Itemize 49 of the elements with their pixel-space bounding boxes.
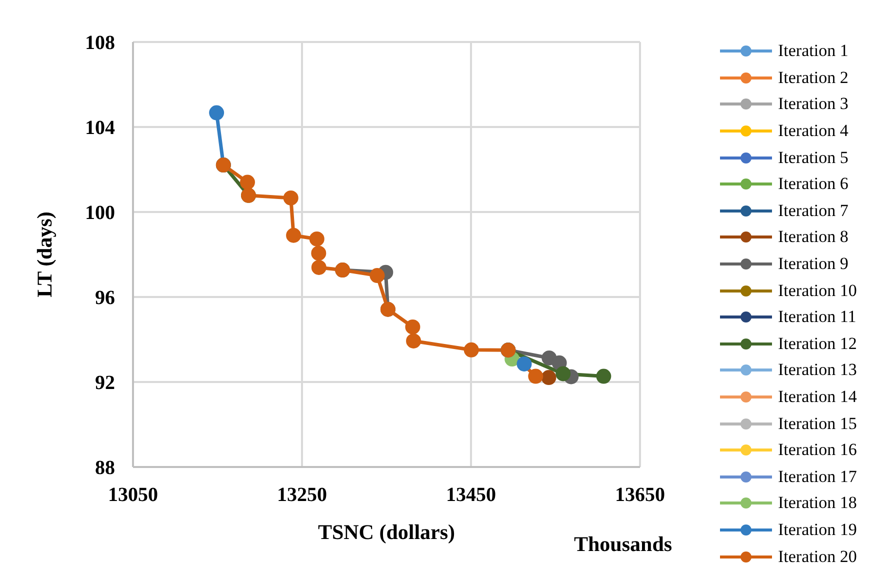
x-tick-label: 13250 — [277, 484, 327, 506]
legend-label: Iteration 4 — [778, 121, 848, 142]
point — [286, 228, 302, 243]
legend-label: Iteration 2 — [778, 68, 848, 88]
legend-label: Iteration 8 — [778, 227, 848, 248]
legend-label: Iteration 15 — [778, 414, 857, 434]
point — [240, 174, 255, 190]
y-tick-label: 88 — [95, 457, 115, 480]
y-tick-label: 108 — [85, 32, 115, 54]
point — [556, 366, 571, 382]
legend-label: Iteration 7 — [778, 200, 848, 221]
legend-label: Iteration 3 — [778, 94, 848, 114]
y-tick-label: 100 — [85, 202, 115, 224]
legend-label: Iteration 19 — [778, 520, 857, 540]
point — [309, 231, 324, 246]
x-tick-label: 13650 — [615, 484, 665, 506]
legend-label: Iteration 10 — [778, 280, 857, 301]
point — [516, 356, 532, 372]
point — [370, 268, 385, 284]
point — [541, 370, 556, 386]
point — [596, 368, 612, 384]
y-tick-label: 96 — [95, 287, 115, 310]
y-tick-label: 104 — [85, 117, 115, 140]
legend-label: Iteration 17 — [778, 466, 857, 487]
point — [528, 368, 544, 384]
point — [283, 190, 298, 206]
legend-label: Iteration 12 — [778, 334, 857, 354]
point — [209, 105, 224, 120]
x-axis-title: TSNC (dollars) — [318, 520, 456, 544]
legend-label: Iteration 5 — [778, 148, 848, 168]
y-axis-title: LT (days) — [32, 212, 56, 298]
point — [464, 342, 479, 358]
legend-label: Iteration 16 — [778, 440, 857, 460]
legend-label: Iteration 9 — [778, 254, 848, 274]
legend-label: Iteration 11 — [778, 307, 856, 328]
legend-label: Iteration 13 — [778, 360, 857, 380]
x-tick-label: 13050 — [108, 484, 158, 506]
point — [405, 319, 420, 334]
legend-label: Iteration 6 — [778, 174, 848, 194]
point — [406, 333, 422, 348]
legend-label: Iteration 14 — [778, 387, 857, 408]
point — [311, 246, 326, 261]
y-tick-label: 92 — [95, 372, 115, 394]
point — [311, 260, 326, 275]
text: Thousands — [574, 532, 672, 557]
legend-label: Iteration 1 — [778, 41, 848, 62]
legend-label: Iteration 18 — [778, 493, 857, 514]
x-tick-label: 13450 — [446, 484, 496, 506]
legend-label: Iteration 20 — [778, 546, 857, 567]
